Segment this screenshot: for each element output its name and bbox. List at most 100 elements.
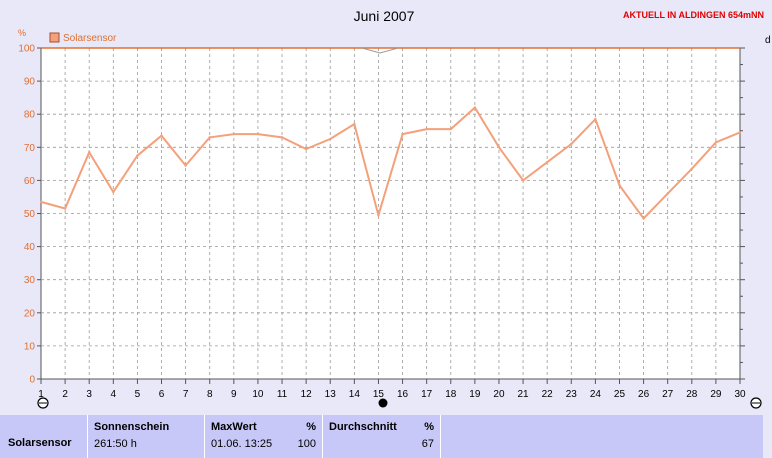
y-tick-label: 90 — [24, 77, 36, 88]
x-tick-label: 2 — [62, 389, 68, 400]
data-point — [39, 200, 43, 204]
x-tick-label: 24 — [590, 389, 602, 400]
max-value-header: MaxWert — [211, 421, 257, 433]
data-point — [497, 146, 501, 149]
data-point — [280, 136, 284, 139]
x-axis-ticks: 1 2 3 4 5 6 7 8 9 10 11 12 13 14 15 16 17 18 19 20 21 22 23 24 2… — [38, 379, 746, 400]
x-tick-label: 11 — [277, 389, 288, 400]
x-tick-label: 6 — [159, 389, 165, 400]
chart-title: Juni 2007 — [354, 8, 415, 24]
x-tick-label: 18 — [445, 389, 457, 400]
y-tick-label: 20 — [24, 308, 36, 319]
data-point — [160, 134, 163, 137]
x-tick-label: 12 — [301, 389, 313, 400]
x-tick-label: 25 — [614, 389, 626, 400]
y-tick-label: 70 — [24, 143, 36, 154]
solar-chart: Juni 2007 AKTUELL IN ALDINGEN 654mNN % d… — [18, 8, 771, 409]
y-tick-label: 40 — [24, 242, 36, 253]
x-tick-label: 3 — [86, 389, 92, 400]
data-point — [690, 167, 693, 171]
data-point — [184, 164, 187, 167]
x-tick-label: 23 — [566, 389, 578, 400]
data-point — [594, 117, 597, 121]
x-tick-label: 29 — [710, 389, 722, 400]
y-tick-label: 0 — [29, 375, 35, 386]
x-tick-label: 5 — [135, 389, 141, 400]
data-point — [232, 132, 236, 136]
x-tick-label: 15 — [373, 389, 385, 400]
x-tick-label: 28 — [686, 389, 698, 400]
x-tick-label: 20 — [493, 389, 505, 400]
data-point — [256, 132, 260, 136]
average-cell: Durchschnitt % 67 — [323, 415, 441, 458]
data-point — [208, 136, 211, 139]
series-line-solarsensor — [40, 106, 741, 221]
data-point — [112, 190, 115, 194]
empty-footer-cell — [441, 415, 763, 458]
right-axis-ticks — [740, 47, 745, 380]
x-tick-label: 4 — [111, 389, 117, 400]
x-tick-label: 21 — [518, 389, 530, 400]
data-point — [401, 132, 404, 136]
x-tick-label: 14 — [349, 389, 361, 400]
data-point — [738, 131, 742, 134]
x-tick-label: 7 — [183, 389, 189, 400]
data-point — [329, 137, 332, 141]
x-tick-label: 8 — [207, 389, 213, 400]
y-axis-ticks: 0 10 20 30 40 50 60 70 80 90 100 — [18, 44, 41, 386]
sunshine-value: 261:50 h — [94, 438, 137, 450]
data-point — [642, 217, 645, 220]
max-value-cell: MaxWert % 01.06. 13:25 100 — [205, 415, 323, 458]
y-tick-label: 100 — [18, 44, 35, 55]
statistics-footer: Solarsensor Sonnenschein 261:50 h MaxWer… — [0, 415, 772, 458]
y-tick-label: 50 — [24, 209, 36, 220]
series-points — [39, 106, 742, 220]
x-tick-label: 9 — [231, 389, 237, 400]
x-tick-label: 27 — [662, 389, 674, 400]
x-tick-label: 10 — [252, 389, 264, 400]
location-status-note: AKTUELL IN ALDINGEN 654mNN — [623, 10, 764, 20]
data-point — [304, 147, 308, 151]
scroll-marker-icon — [361, 47, 399, 54]
data-point — [570, 142, 573, 146]
data-point — [618, 184, 621, 187]
x-tick-label: 30 — [734, 389, 746, 400]
data-point — [521, 179, 525, 182]
legend-swatch-solarsensor — [49, 32, 60, 43]
data-point — [545, 160, 549, 164]
x-tick-label: 17 — [421, 389, 433, 400]
average-unit: % — [424, 421, 434, 433]
data-point — [88, 151, 91, 154]
x-tick-label: 22 — [542, 389, 554, 400]
grid-lines — [41, 48, 740, 379]
right-axis-unit: d — [765, 35, 771, 46]
x-tick-label: 16 — [397, 389, 409, 400]
data-point — [63, 207, 67, 210]
x-tick-label: 1 — [38, 389, 44, 400]
x-tick-label: 26 — [638, 389, 650, 400]
average-value: 67 — [421, 438, 434, 450]
data-point — [666, 192, 669, 195]
max-value-time: 01.06. 13:25 — [211, 438, 273, 450]
data-point — [449, 127, 452, 131]
scroll-position-handle[interactable] — [378, 398, 388, 408]
data-point — [353, 122, 356, 126]
y-axis-unit: % — [18, 28, 26, 38]
data-point — [136, 154, 139, 157]
legend-label-solarsensor: Solarsensor — [63, 33, 117, 44]
footer-row-label-cell: Solarsensor — [0, 415, 88, 458]
sunshine-header: Sonnenschein — [94, 421, 170, 433]
y-tick-label: 10 — [24, 341, 36, 352]
max-value-number: 100 — [297, 438, 316, 450]
footer-row-label: Solarsensor — [8, 437, 72, 449]
x-tick-label: 13 — [325, 389, 337, 400]
y-tick-label: 80 — [24, 110, 36, 121]
y-tick-label: 60 — [24, 176, 36, 187]
max-value-unit: % — [306, 421, 316, 433]
x-tick-label: 19 — [469, 389, 481, 400]
data-point — [425, 127, 428, 131]
sunshine-cell: Sonnenschein 261:50 h — [88, 415, 205, 458]
y-tick-label: 30 — [24, 275, 36, 286]
average-header: Durchschnitt — [329, 421, 397, 433]
data-point — [377, 213, 380, 217]
